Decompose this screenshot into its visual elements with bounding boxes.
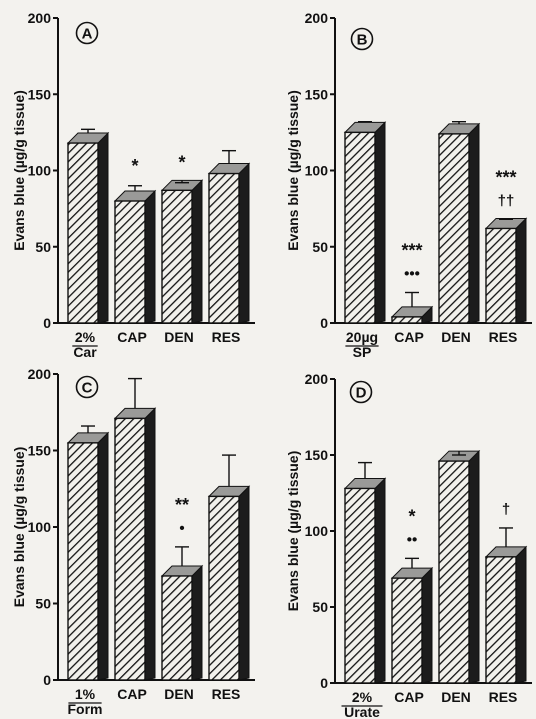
panel-letter-circle [75,375,99,399]
chart-panel-b: 0 50 100 150 200 Evans blue (µg/g tissue) B 20µ… [285,10,532,360]
category-label: CAP [394,329,424,345]
y-tick-label: 50 [35,596,51,612]
category-label: DEN [164,329,194,345]
bar [161,189,193,324]
category-label: RES [212,329,241,345]
y-tick-label: 150 [305,86,329,102]
significance-marker: ** [175,495,189,515]
category-label: DEN [164,686,194,702]
bar-side [144,189,156,324]
category-label: CAP [117,329,147,345]
y-axis-label: Evans blue (µg/g tissue) [285,451,301,612]
significance-marker: ••• [404,266,420,283]
bar-side [468,122,480,324]
panel-letter-circle [75,21,99,45]
bar-side [97,431,109,681]
bar [67,142,99,324]
y-tick-label: 0 [43,315,51,331]
bar-side [468,449,480,684]
y-tick-label: 100 [305,523,329,539]
y-tick-label: 100 [28,519,52,535]
bar-side [238,162,250,324]
bar [344,487,376,684]
y-tick-label: 200 [305,371,329,387]
category-label: SP [353,344,372,360]
significance-marker: †† [498,192,515,209]
y-tick-label: 200 [305,10,329,26]
bar [114,417,146,681]
panel-letter: B [357,32,368,49]
bar [485,556,517,684]
y-tick-label: 200 [28,366,52,382]
y-tick-label: 150 [28,86,52,102]
significance-marker: •• [407,531,418,548]
bar [391,316,423,324]
category-label: 1% [75,686,96,702]
y-axis-label: Evans blue (µg/g tissue) [11,447,27,608]
bar [391,577,423,684]
bar [485,227,517,324]
y-tick-label: 0 [320,675,328,691]
bar [438,460,470,684]
y-tick-label: 50 [312,239,328,255]
y-tick-label: 0 [43,672,51,688]
bar-side [515,217,527,324]
bar-side [515,545,527,684]
bar [208,495,240,681]
bar [208,172,240,324]
bar-side [144,407,156,681]
significance-marker: *** [495,167,516,187]
category-label: 2% [352,689,373,705]
bar-side [374,477,386,684]
category-label: Car [73,344,97,360]
bar [161,575,193,681]
y-tick-label: 150 [28,443,52,459]
bar [438,133,470,324]
bar [67,442,99,681]
y-tick-label: 100 [305,163,329,179]
y-tick-label: 50 [35,239,51,255]
category-label: 20µg [346,329,378,345]
category-label: Form [68,701,103,717]
category-label: Urate [344,704,380,719]
significance-marker: † [502,501,510,518]
significance-marker: *** [401,241,422,261]
category-label: RES [212,686,241,702]
chart-panel-c: 0 50 100 150 200 Evans blue (µg/g tissue) C 1%F… [11,366,255,717]
y-tick-label: 200 [28,10,52,26]
bar-side [421,566,433,684]
bar-side [238,485,250,681]
category-label: RES [489,689,518,705]
panel-letter: A [82,26,93,43]
chart-panel-d: 0 50 100 150 200 Evans blue (µg/g tissue) D 2%U… [285,371,532,719]
bar [344,131,376,324]
y-axis-label: Evans blue (µg/g tissue) [285,90,301,251]
panel-letter-circle [349,380,373,404]
y-axis-label: Evans blue (µg/g tissue) [11,90,27,251]
significance-marker: • [179,520,184,537]
panel-letter: D [356,385,367,402]
panel-letter: C [82,380,93,397]
bar-side [191,179,203,324]
y-tick-label: 0 [320,315,328,331]
category-label: 2% [75,329,96,345]
category-label: DEN [441,689,471,705]
category-label: RES [489,329,518,345]
bar-side [374,121,386,324]
category-label: CAP [394,689,424,705]
y-tick-label: 100 [28,163,52,179]
category-label: DEN [441,329,471,345]
bar [114,200,146,324]
significance-marker: * [131,156,138,176]
significance-marker: * [408,506,415,526]
y-tick-label: 50 [312,599,328,615]
panel-letter-circle [350,27,374,51]
bar-side [191,564,203,681]
significance-marker: * [178,153,185,173]
category-label: CAP [117,686,147,702]
bar-side [97,131,109,324]
y-tick-label: 150 [305,447,329,463]
